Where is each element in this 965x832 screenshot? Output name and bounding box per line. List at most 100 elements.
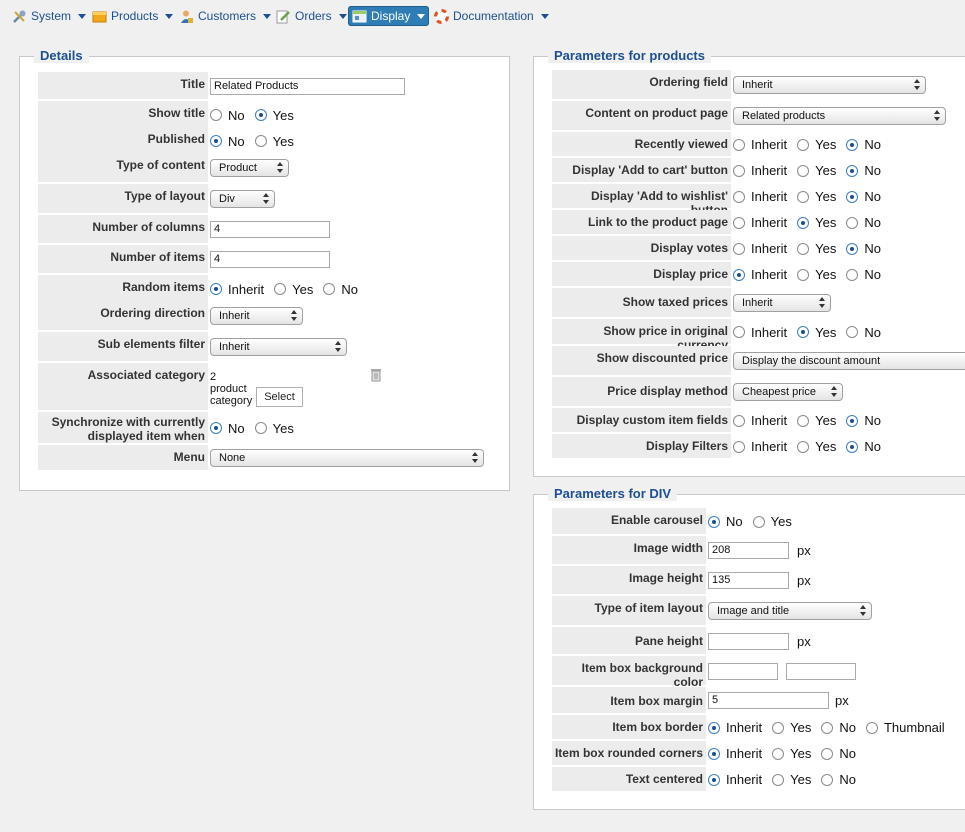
add-cart-inherit-radio[interactable] [733,164,745,177]
price-no-radio[interactable] [846,268,859,281]
select-value: Inherit [742,297,773,309]
recently-viewed-yes-radio[interactable] [797,138,810,151]
radio-label: Yes [815,267,837,282]
custom-fields-no-radio[interactable] [846,414,859,427]
content-page-select[interactable]: Related products [733,107,946,125]
menu-customers[interactable]: Customers [175,6,275,26]
filters-no-radio[interactable] [846,440,859,453]
centered-yes-radio[interactable] [772,773,785,786]
chevron-down-icon [78,13,87,19]
lifebuoy-icon [434,8,449,24]
carousel-label: Enable carousel [552,508,706,535]
menu-select[interactable]: None [210,449,484,467]
trash-icon[interactable] [370,367,382,385]
rounded-no-radio[interactable] [821,747,834,760]
carousel-no-radio[interactable] [708,515,720,528]
orig-currency-no-radio[interactable] [846,326,859,338]
details-panel: Details Title Related Products Show titl… [19,48,510,491]
chevron-down-icon [263,13,272,19]
radio-label: No [839,772,856,787]
discounted-select[interactable]: Display the discount amount [733,352,965,370]
add-wishlist-inherit-radio[interactable] [733,190,745,203]
rounded-yes-radio[interactable] [772,747,785,760]
img-height-input[interactable]: 135 [708,572,789,589]
filters-inherit-radio[interactable] [733,440,745,453]
item-layout-label: Type of item layout [552,596,706,626]
filters-yes-radio[interactable] [797,440,810,453]
price-method-select[interactable]: Cheapest price [733,383,843,401]
custom-fields-label: Display custom item fields [552,408,731,433]
img-width-input[interactable]: 208 [708,542,789,559]
recently-viewed-inherit-radio[interactable] [733,138,745,151]
votes-no-radio[interactable] [846,242,859,255]
votes-yes-radio[interactable] [797,242,810,255]
custom-fields-yes-radio[interactable] [797,414,810,427]
menu-system[interactable]: System [8,6,90,26]
taxed-select[interactable]: Inherit [733,294,831,312]
img-width-label: Image width [552,536,706,565]
recently-viewed-no-radio[interactable] [846,138,859,151]
params-products-panel: Parameters for products Ordering field I… [533,48,965,477]
show-title-yes-radio[interactable] [254,109,267,121]
add-cart-yes-radio[interactable] [797,164,810,177]
menu-orders[interactable]: Orders [272,6,351,26]
random-yes-radio[interactable] [274,283,287,295]
columns-input[interactable]: 4 [210,221,330,238]
ordering-dir-select[interactable]: Inherit [210,307,303,325]
link-page-no-radio[interactable] [846,216,859,229]
ordering-field-select[interactable]: Inherit [733,76,926,94]
centered-inherit-radio[interactable] [708,773,720,786]
title-input[interactable]: Related Products [210,77,405,95]
random-inherit-radio[interactable] [210,283,222,295]
price-inherit-radio[interactable] [733,268,745,281]
menu-documentation[interactable]: Documentation [430,6,553,26]
published-yes-radio[interactable] [254,135,267,147]
add-cart-no-radio[interactable] [846,164,859,177]
link-page-inherit-radio[interactable] [733,216,745,229]
menu-display[interactable]: Display [348,6,430,26]
items-input[interactable]: 4 [210,251,330,268]
sub-filter-select[interactable]: Inherit [210,338,347,356]
border-yes-radio[interactable] [772,721,785,734]
radio-label: No [839,720,856,735]
orig-currency-yes-radio[interactable] [797,326,810,338]
assoc-cat-text: 2 product category [210,371,253,407]
price-yes-radio[interactable] [797,268,810,281]
sync-yes-radio[interactable] [254,422,267,434]
centered-no-radio[interactable] [821,773,834,786]
link-page-yes-radio[interactable] [797,216,810,229]
margin-input[interactable]: 5 [708,692,829,709]
menu-products[interactable]: Products [88,6,177,26]
border-thumbnail-radio[interactable] [865,721,878,734]
item-layout-select[interactable]: Image and title [708,602,872,620]
pane-height-input[interactable] [708,632,789,650]
radio-label: Yes [815,241,837,256]
radio-label: Inherit [751,215,788,230]
user-icon [179,9,194,24]
custom-fields-inherit-radio[interactable] [733,414,745,427]
bg-color-preview[interactable] [786,662,856,680]
random-no-radio[interactable] [323,283,336,295]
border-inherit-radio[interactable] [708,721,720,734]
bg-color-label: Item box background color [552,656,706,689]
bg-color-input[interactable] [708,662,778,680]
select-value: Div [219,193,235,205]
orig-currency-inherit-radio[interactable] [733,326,745,338]
type-content-select[interactable]: Product [210,159,289,177]
add-wishlist-no-radio[interactable] [846,190,859,203]
radio-label: Yes [790,720,812,735]
radio-label: No [864,241,881,256]
centered-label: Text centered [552,767,706,792]
price-method-label: Price display method [552,377,731,407]
published-no-radio[interactable] [210,135,222,147]
box-icon [92,9,107,24]
rounded-inherit-radio[interactable] [708,747,720,760]
votes-inherit-radio[interactable] [733,242,745,255]
carousel-yes-radio[interactable] [752,515,765,528]
select-category-button[interactable]: Select [256,387,303,407]
type-layout-select[interactable]: Div [210,190,275,208]
add-wishlist-yes-radio[interactable] [797,190,810,203]
border-no-radio[interactable] [821,721,834,734]
show-title-no-radio[interactable] [210,109,222,121]
sync-no-radio[interactable] [210,422,222,434]
